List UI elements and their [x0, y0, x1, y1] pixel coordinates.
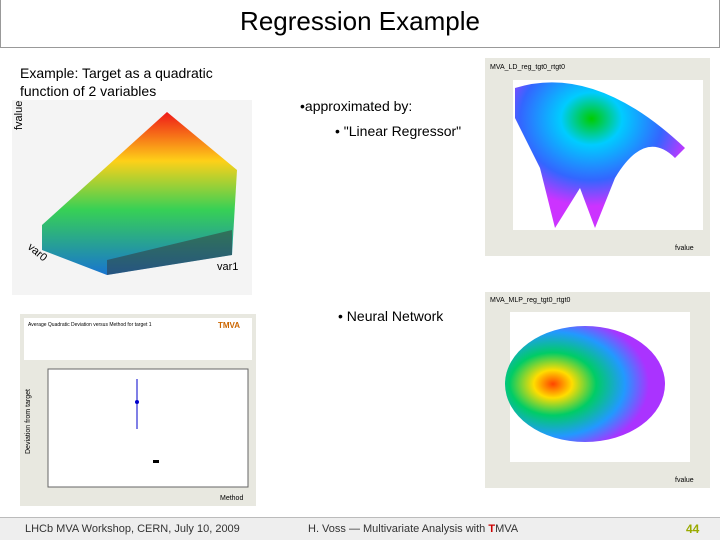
- logo: TMVA: [218, 321, 240, 330]
- plot-title: MVA_MLP_reg_tgt0_rtgt0: [490, 297, 571, 304]
- plot-ld: MVA_LD_reg_tgt0_rtgt0 fvalue: [485, 58, 710, 256]
- bullet: •approximated by:: [300, 98, 413, 114]
- bullet: • Neural Network: [338, 308, 444, 324]
- axis-label: fvalue: [13, 101, 25, 130]
- footer-left: LHCb MVA Workshop, CERN, July 10, 2009: [25, 523, 240, 535]
- plot-3d: fvalue var1 var0: [12, 100, 252, 295]
- axis-label: Method: [220, 495, 243, 502]
- slide-title: Regression Example: [240, 6, 480, 36]
- footer-center: H. Voss ― Multivariate Analysis with TMV…: [308, 523, 518, 535]
- axis-label: Deviation from target: [25, 389, 32, 454]
- footer-text: H. Voss ― Multivariate Analysis with: [308, 523, 489, 535]
- axis-label: fvalue: [675, 245, 694, 252]
- footer-highlight: T: [488, 523, 496, 535]
- axis-label: fvalue: [675, 477, 694, 484]
- axis-label: var1: [217, 261, 238, 273]
- intro-text: Example: Target as a quadratic function …: [20, 65, 213, 99]
- plot-title: Average Quadratic Deviation versus Metho…: [28, 322, 152, 328]
- sub-bullet: • "Linear Regressor": [335, 123, 462, 139]
- plot-title: MVA_LD_reg_tgt0_rtgt0: [490, 64, 565, 71]
- footer-bar: [0, 517, 720, 540]
- plot-mlp: MVA_MLP_reg_tgt0_rtgt0 fvalue: [485, 292, 710, 488]
- deviation-plot: Average Quadratic Deviation versus Metho…: [20, 314, 256, 506]
- footer-text: MVA: [495, 523, 519, 535]
- page-number: 44: [686, 522, 700, 536]
